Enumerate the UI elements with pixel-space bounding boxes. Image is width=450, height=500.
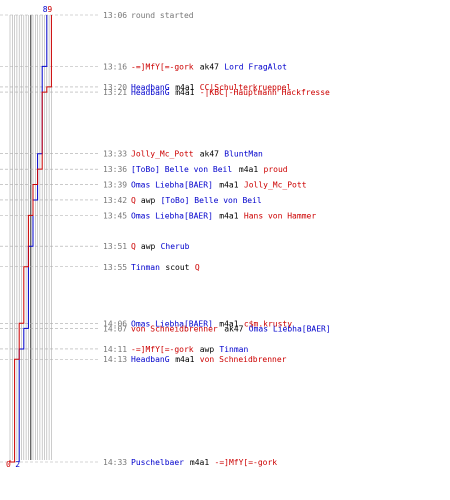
event-time: 14:11 bbox=[103, 345, 127, 354]
event-player-blue: Omas Liebha[BAER] bbox=[131, 319, 213, 328]
event-weapon: ak47 bbox=[224, 324, 243, 333]
event-time: 13:36 bbox=[103, 165, 127, 174]
event-player-blue: Puschelbaer bbox=[131, 458, 184, 467]
red-end-count-label: 0 bbox=[6, 460, 11, 469]
event-row: 14:06 Omas Liebha[BAER] m4a1 c$m.krusty bbox=[103, 319, 292, 328]
event-time: 14:07 bbox=[103, 324, 127, 333]
red-start-count-label: 9 bbox=[47, 5, 52, 14]
event-row: 14:33 Puschelbaer m4a1 -=]MfY[=-gork bbox=[103, 458, 277, 467]
event-player-blue: Omas Liebha[BAER] bbox=[131, 181, 213, 190]
event-player-blue: Tinman bbox=[219, 345, 248, 354]
event-player-red: -|KBC|-Hauptmann Hackfresse bbox=[200, 88, 330, 97]
event-player-blue: Tinman bbox=[131, 263, 160, 272]
event-time: 14:13 bbox=[103, 355, 127, 364]
event-row: 13:45 Omas Liebha[BAER] m4a1 Hans von Hamme… bbox=[103, 211, 316, 220]
red-team-count-line bbox=[9, 15, 52, 463]
event-time: 13:06 bbox=[103, 11, 127, 20]
event-player-blue: [ToBo] Belle von Beil bbox=[161, 196, 262, 205]
blue-start-count-label: 8 bbox=[43, 5, 48, 14]
event-player-blue: Omas Liebha[BAER] bbox=[249, 324, 331, 333]
event-player-red: -=]MfY[=-gork bbox=[131, 62, 194, 71]
event-weapon: m4a1 bbox=[190, 458, 209, 467]
event-time: 13:45 bbox=[103, 211, 127, 220]
event-weapon: m4a1 bbox=[175, 83, 194, 92]
event-player-blue: Cherub bbox=[161, 242, 190, 251]
event-row: 13:55 Tinman scout Q bbox=[103, 263, 200, 272]
event-player-blue: Lord FragAlot bbox=[224, 62, 287, 71]
event-row-leaders bbox=[0, 14, 100, 463]
event-player-red: -=]MfY[=-gork bbox=[131, 345, 194, 354]
event-player-red: CC|Schulterkrueppel bbox=[200, 83, 292, 92]
event-weapon: ak47 bbox=[200, 150, 219, 159]
event-time: 14:33 bbox=[103, 458, 127, 467]
event-weapon: m4a1 bbox=[219, 319, 238, 328]
event-weapon: m4a1 bbox=[175, 88, 194, 97]
event-time: 13:42 bbox=[103, 196, 127, 205]
event-row: 14:13 HeadbanG m4a1 von Schneidbrenner bbox=[103, 355, 287, 364]
event-player-red: proud bbox=[264, 165, 288, 174]
event-player-blue: HeadbanG bbox=[131, 83, 170, 92]
event-player-red: Q bbox=[131, 242, 136, 251]
event-weapon: m4a1 bbox=[219, 181, 238, 190]
event-log: 13:06 round started 13:16 -=]MfY[=-gork ak47… bbox=[103, 11, 331, 467]
event-time: 13:20 bbox=[103, 83, 127, 92]
event-weapon: m4a1 bbox=[219, 211, 238, 220]
event-weapon: ak47 bbox=[200, 62, 219, 71]
event-player-red: Jolly_Mc_Pott bbox=[244, 181, 307, 190]
event-row: 13:06 round started bbox=[103, 11, 194, 20]
event-player-blue: Omas Liebha[BAER] bbox=[131, 211, 213, 220]
event-player-red: Q bbox=[195, 263, 200, 272]
event-time: 13:39 bbox=[103, 181, 127, 190]
event-time: 14:06 bbox=[103, 319, 127, 328]
event-note: round started bbox=[131, 11, 194, 20]
event-weapon: m4a1 bbox=[239, 165, 258, 174]
event-row: 14:11 -=]MfY[=-gork awp Tinman bbox=[103, 345, 248, 354]
event-time: 13:16 bbox=[103, 62, 127, 71]
event-weapon: m4a1 bbox=[175, 355, 194, 364]
event-player-blue: [ToBo] Belle von Beil bbox=[131, 165, 232, 174]
event-row: 13:39 Omas Liebha[BAER] m4a1 Jolly_Mc_Pott bbox=[103, 181, 307, 190]
event-player-blue: HeadbanG bbox=[131, 355, 170, 364]
event-row: 13:20 HeadbanG m4a1 CC|Schulterkrueppel bbox=[103, 83, 291, 92]
event-time: 13:33 bbox=[103, 150, 127, 159]
event-row: 14:07 von Schneidbrenner ak47 Omas Liebha[B… bbox=[103, 324, 331, 333]
event-player-red: c$m.krusty bbox=[244, 319, 292, 328]
event-player-red: Hans von Hammer bbox=[244, 211, 316, 220]
event-row: 13:33 Jolly_Mc_Pott ak47 BluntMan bbox=[103, 150, 263, 159]
event-weapon: awp bbox=[141, 196, 156, 205]
blue-end-count-label: 2 bbox=[15, 460, 20, 469]
event-player-red: von Schneidbrenner bbox=[131, 324, 218, 333]
event-weapon: awp bbox=[141, 242, 156, 251]
event-row: 13:16 -=]MfY[=-gork ak47 Lord FragAlot bbox=[103, 62, 287, 71]
team-count-series bbox=[9, 15, 52, 463]
event-player-blue: HeadbanG bbox=[131, 88, 170, 97]
event-time: 13:21 bbox=[103, 88, 127, 97]
count-labels: 8 2 9 0 bbox=[6, 5, 52, 469]
event-row: 13:21 HeadbanG m4a1 -|KBC|-Hauptmann Hackfr… bbox=[103, 88, 330, 97]
event-row: 13:36 [ToBo] Belle von Beil m4a1 proud bbox=[103, 165, 288, 174]
event-player-red: von Schneidbrenner bbox=[200, 355, 287, 364]
event-time: 13:55 bbox=[103, 263, 127, 272]
event-player-red: Q bbox=[131, 196, 136, 205]
event-player-blue: BluntMan bbox=[224, 150, 263, 159]
event-player-red: Jolly_Mc_Pott bbox=[131, 150, 194, 159]
event-time: 13:51 bbox=[103, 242, 127, 251]
event-player-red: -=]MfY[=-gork bbox=[215, 458, 278, 467]
event-weapon: scout bbox=[165, 263, 189, 272]
count-gridlines bbox=[9, 15, 52, 460]
event-weapon: awp bbox=[200, 345, 215, 354]
